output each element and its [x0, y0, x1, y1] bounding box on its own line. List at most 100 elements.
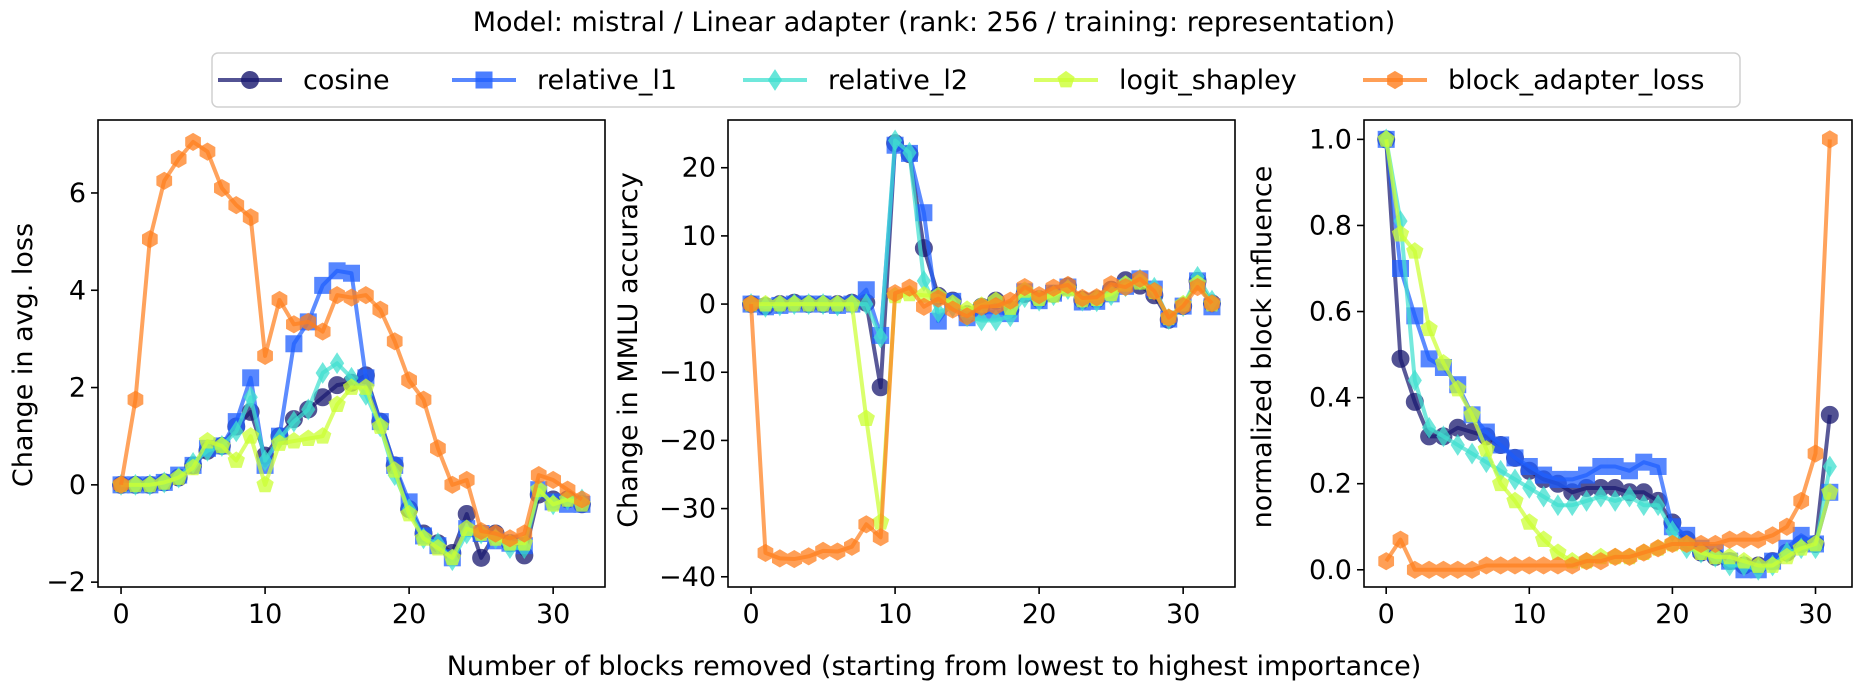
- data-point-block-adapter-loss: [1189, 277, 1206, 297]
- data-point-relative-l2: [988, 309, 1003, 332]
- legend-marker-relative-l2: [743, 69, 807, 91]
- data-point-logit-shapley: [386, 461, 404, 478]
- data-point-logit-shapley: [328, 395, 346, 412]
- data-point-block-adapter-loss: [1088, 288, 1105, 307]
- data-point-logit-shapley: [429, 538, 447, 556]
- data-point-block-adapter-loss: [1821, 130, 1838, 149]
- data-point-relative-l2: [1407, 369, 1422, 392]
- data-point-block-adapter-loss: [430, 439, 446, 458]
- data-point-relative-l2: [1636, 494, 1651, 517]
- data-point-logit-shapley: [1391, 224, 1410, 242]
- data-point-block-adapter-loss: [771, 549, 788, 568]
- data-point-block-adapter-loss: [1016, 277, 1033, 297]
- data-point-block-adapter-loss: [901, 278, 918, 297]
- legend-label-block-adapter-loss: block_adapter_loss: [1448, 65, 1704, 96]
- data-point-logit-shapley: [1463, 405, 1481, 423]
- data-point-relative-l1: [343, 264, 360, 282]
- data-point-relative-l2: [315, 362, 330, 384]
- data-point-block-adapter-loss: [401, 371, 417, 390]
- data-point-block-adapter-loss: [242, 208, 259, 227]
- data-point-relative-l2: [1565, 494, 1580, 517]
- data-point-logit-shapley: [1506, 491, 1524, 509]
- data-point-block-adapter-loss: [1693, 534, 1709, 554]
- data-point-block-adapter-loss: [973, 297, 990, 316]
- data-point-block-adapter-loss: [786, 549, 803, 569]
- data-point-logit-shapley: [227, 451, 245, 468]
- data-point-block-adapter-loss: [1678, 534, 1695, 554]
- data-point-logit-shapley: [857, 409, 875, 426]
- data-point-relative-l2: [1608, 489, 1623, 512]
- legend-marker-point: [1387, 70, 1403, 90]
- data-point-block-adapter-loss: [228, 196, 245, 215]
- series-layer: [742, 129, 1221, 569]
- data-point-block-adapter-loss: [858, 515, 875, 534]
- data-point-relative-l2: [931, 301, 946, 324]
- x-tick-label: 30: [536, 599, 570, 630]
- data-point-block-adapter-loss: [415, 390, 432, 409]
- data-point-relative-l1: [1620, 462, 1638, 480]
- data-point-logit-shapley: [771, 294, 789, 312]
- data-point-block-adapter-loss: [1478, 556, 1495, 575]
- data-point-relative-l1: [1549, 470, 1567, 488]
- data-point-block-adapter-loss: [502, 529, 518, 548]
- data-point-logit-shapley: [1792, 539, 1810, 556]
- data-point-relative-l2: [1450, 434, 1465, 456]
- series-block-adapter-loss: [1378, 130, 1838, 579]
- data-point-block-adapter-loss: [214, 179, 230, 198]
- data-point-relative-l2: [974, 309, 989, 332]
- data-point-block-adapter-loss: [1117, 277, 1134, 297]
- legend-marker-relative-l1: [452, 71, 516, 89]
- data-point-relative-l2: [286, 410, 301, 433]
- data-point-logit-shapley: [371, 417, 389, 434]
- data-point-block-adapter-loss: [1521, 556, 1538, 575]
- legend: cosine relative_l1 relative_l2 logit_sha…: [211, 52, 1741, 108]
- y-tick-label: 0.6: [1309, 297, 1352, 328]
- data-point-relative-l2: [1422, 416, 1437, 439]
- data-point-block-adapter-loss: [1764, 526, 1781, 545]
- data-point-logit-shapley: [414, 529, 433, 546]
- figure-title: Model: mistral / Linear adapter (rank: 2…: [473, 7, 1396, 38]
- data-point-logit-shapley: [213, 436, 231, 454]
- legend-marker-logit-shapley: [1034, 70, 1098, 88]
- data-point-logit-shapley: [443, 548, 461, 566]
- data-point-block-adapter-loss: [1793, 491, 1810, 510]
- data-point-block-adapter-loss: [1421, 560, 1437, 579]
- data-point-logit-shapley: [544, 495, 562, 512]
- data-point-relative-l2: [1550, 494, 1566, 517]
- data-point-block-adapter-loss: [372, 300, 389, 319]
- x-tick-label: 0: [1378, 599, 1395, 630]
- data-point-logit-shapley: [814, 294, 832, 312]
- data-point-logit-shapley: [1806, 534, 1825, 552]
- series-markers-block-adapter-loss: [743, 269, 1220, 569]
- series-layer: [112, 132, 591, 572]
- data-point-relative-l2: [859, 293, 874, 315]
- data-point-relative-l2: [1593, 485, 1608, 508]
- data-point-block-adapter-loss: [199, 142, 216, 161]
- data-point-block-adapter-loss: [1378, 552, 1395, 571]
- data-point-block-adapter-loss: [1578, 552, 1595, 571]
- data-point-relative-l2: [1579, 489, 1594, 512]
- data-point-logit-shapley: [400, 504, 418, 522]
- data-point-logit-shapley: [843, 294, 861, 312]
- legend-label-cosine: cosine: [303, 65, 390, 96]
- data-point-logit-shapley: [1477, 440, 1496, 457]
- data-point-block-adapter-loss: [1160, 308, 1177, 327]
- data-point-block-adapter-loss: [1406, 560, 1423, 579]
- data-point-block-adapter-loss: [487, 524, 504, 543]
- data-point-relative-l1: [285, 335, 303, 353]
- y-tick-label: −20: [659, 425, 716, 456]
- data-point-block-adapter-loss: [988, 297, 1004, 316]
- legend-marker-point: [241, 71, 259, 89]
- data-point-block-adapter-loss: [156, 171, 173, 190]
- data-point-logit-shapley: [458, 519, 476, 536]
- data-point-relative-l2: [1650, 494, 1666, 517]
- series-markers-block-adapter-loss: [1378, 130, 1838, 579]
- x-tick-label: 0: [112, 599, 129, 630]
- x-tick-label: 30: [1166, 599, 1200, 630]
- data-point-block-adapter-loss: [757, 543, 774, 562]
- data-point-logit-shapley: [1534, 530, 1553, 548]
- data-point-block-adapter-loss: [1564, 556, 1581, 575]
- legend-entry-cosine: cosine: [218, 65, 390, 96]
- data-point-logit-shapley: [1735, 552, 1753, 569]
- y-tick-label: 0.4: [1309, 383, 1352, 414]
